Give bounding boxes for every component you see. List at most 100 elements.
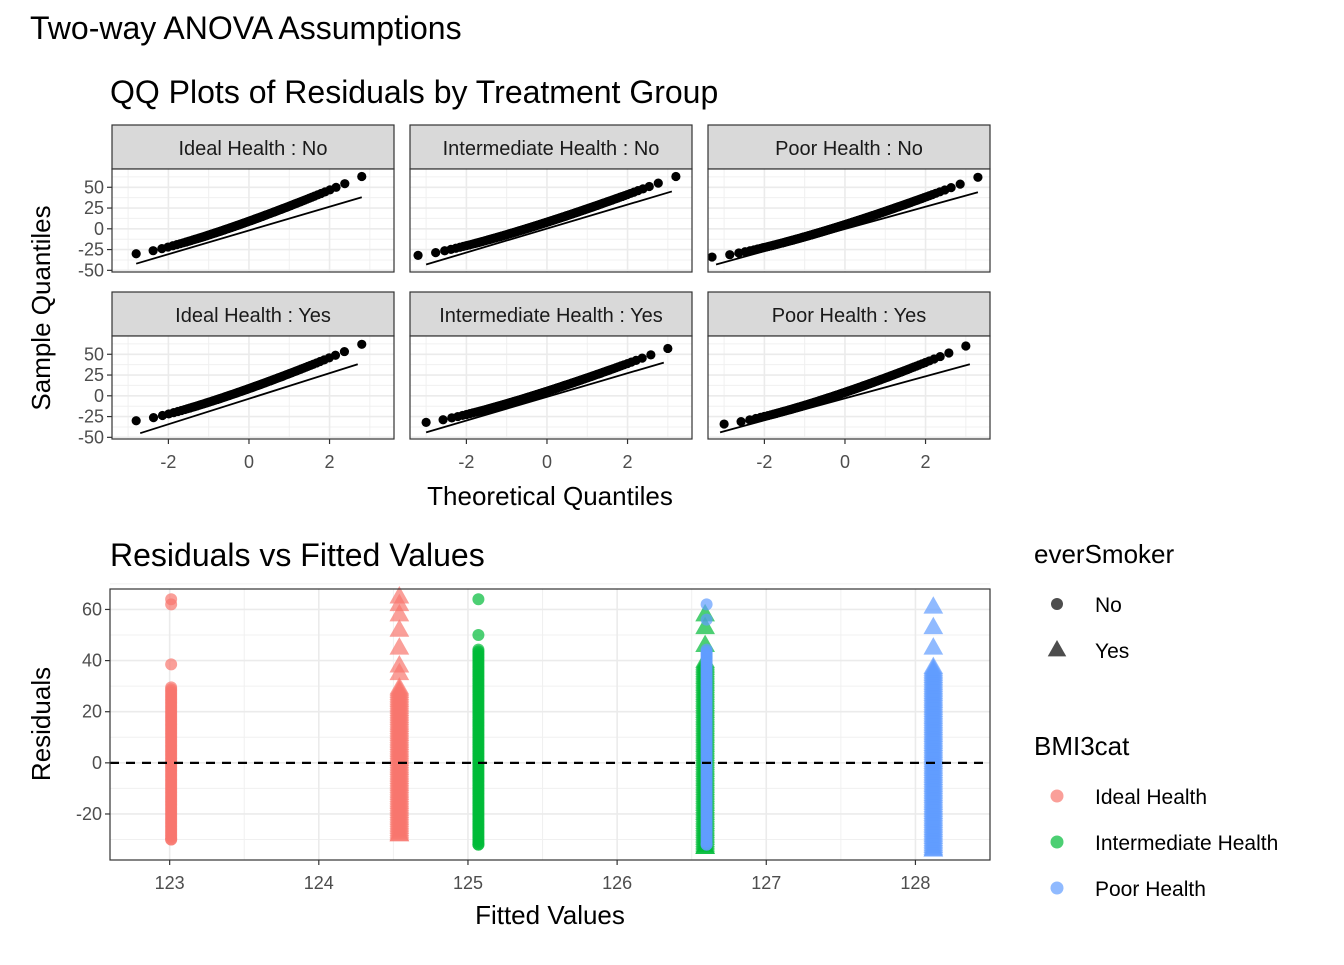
y-tick-label: 40	[82, 651, 102, 671]
legend-key-triangle	[1047, 639, 1067, 657]
y-tick-label: 20	[82, 702, 102, 722]
y-tick-label: -25	[78, 407, 104, 427]
x-tick-label: 0	[542, 452, 552, 472]
qq-point	[707, 252, 717, 262]
qq-point	[973, 172, 983, 182]
residual-point	[389, 823, 410, 842]
x-tick-label: 2	[921, 452, 931, 472]
legend-key-color	[1050, 881, 1064, 895]
residual-point	[389, 586, 410, 604]
x-tick-label: 0	[244, 452, 254, 472]
x-tick-label: 2	[623, 452, 633, 472]
qq-point	[663, 343, 673, 354]
qq-point	[944, 348, 954, 358]
group-intermediate-health-no	[472, 593, 485, 851]
qq-point	[725, 250, 735, 260]
legend-label: Yes	[1095, 640, 1129, 663]
panel-background	[110, 589, 990, 860]
x-tick-label: 127	[751, 873, 781, 893]
x-tick-label: -2	[458, 452, 474, 472]
qq-point	[653, 178, 663, 188]
qq-point	[644, 181, 654, 192]
rvf-title: Residuals vs Fitted Values	[110, 537, 485, 573]
facet-strip	[707, 291, 991, 337]
qq-point	[131, 416, 141, 426]
qq-point	[637, 353, 647, 363]
panel-border	[707, 335, 991, 440]
qq-point	[736, 416, 746, 427]
facet-strip-label: Intermediate Health : No	[443, 138, 660, 160]
y-tick-label: -20	[76, 804, 102, 824]
panel-border	[111, 168, 395, 273]
facet-strip	[111, 124, 395, 170]
x-tick-label: 0	[840, 452, 850, 472]
residual-point	[923, 596, 944, 614]
qq-reference-line	[425, 190, 673, 266]
facet-strip-label: Ideal Health : Yes	[175, 305, 331, 327]
qq-point	[131, 249, 141, 259]
qq-panel: Intermediate Health : No	[409, 124, 693, 273]
qq-facets: Ideal Health : No50250-25-50Intermediate…	[78, 124, 991, 472]
qq-point	[148, 246, 158, 256]
x-tick-label: 123	[155, 873, 185, 893]
residual-point	[472, 593, 485, 606]
residual-point	[700, 613, 713, 626]
group-poor-health-no	[700, 598, 713, 851]
qq-panel: Intermediate Health : Yes -2 0 2	[409, 291, 693, 472]
qq-point	[340, 179, 350, 189]
residual-point	[472, 629, 485, 642]
facet-strip-label: Poor Health : No	[775, 138, 923, 160]
legend-title-eversmoker: everSmoker	[1034, 539, 1174, 569]
qq-point	[148, 413, 159, 423]
residual-point	[165, 681, 178, 694]
qq-point	[946, 182, 956, 193]
y-tick-label: -50	[78, 427, 104, 447]
facet-strip-label: Poor Health : Yes	[772, 305, 927, 327]
y-tick-label: 0	[94, 219, 104, 239]
y-tick-label: 50	[84, 344, 104, 364]
legend-label: Ideal Health	[1095, 786, 1207, 809]
panel-border	[109, 588, 991, 861]
legends: everSmoker No Yes BMI3cat Ideal Health Interm…	[1034, 539, 1278, 901]
residual-point	[165, 593, 178, 606]
residual-point	[700, 598, 713, 611]
qq-point	[413, 250, 423, 260]
x-tick-label: 128	[900, 873, 930, 893]
qq-reference-line	[715, 191, 979, 266]
legend-label: Poor Health	[1095, 878, 1206, 901]
y-tick-label: 25	[84, 365, 104, 385]
residual-point	[389, 655, 410, 673]
qq-point	[357, 339, 367, 349]
y-tick-label: 0	[92, 753, 102, 773]
qq-point	[955, 179, 965, 189]
legend-title-bmi3cat: BMI3cat	[1034, 731, 1130, 761]
panel-border	[111, 335, 395, 440]
page-title: Two-way ANOVA Assumptions	[30, 10, 462, 46]
residual-point	[389, 677, 410, 695]
qq-point	[357, 171, 367, 182]
y-tick-label: -25	[78, 240, 104, 260]
qq-point	[438, 415, 448, 425]
x-tick-label: 125	[453, 873, 483, 893]
qq-y-axis-label: Sample Quantiles	[26, 205, 56, 410]
qq-reference-line	[139, 363, 359, 435]
qq-title: QQ Plots of Residuals by Treatment Group	[110, 74, 718, 110]
qq-point	[646, 350, 656, 360]
y-tick-label: -50	[78, 260, 104, 280]
qq-point	[431, 248, 441, 258]
x-tick-label: 126	[602, 873, 632, 893]
panel-border	[409, 168, 693, 273]
panel-border	[707, 168, 991, 273]
residual-point	[165, 833, 178, 846]
y-tick-label: 0	[94, 386, 104, 406]
group-poor-health-yes	[923, 596, 944, 857]
qq-point	[719, 419, 729, 429]
qq-reference-line	[135, 196, 363, 265]
residual-point	[923, 656, 944, 675]
legend-label: No	[1095, 594, 1122, 617]
residual-point	[389, 619, 410, 637]
group-ideal-health-no	[165, 593, 178, 846]
